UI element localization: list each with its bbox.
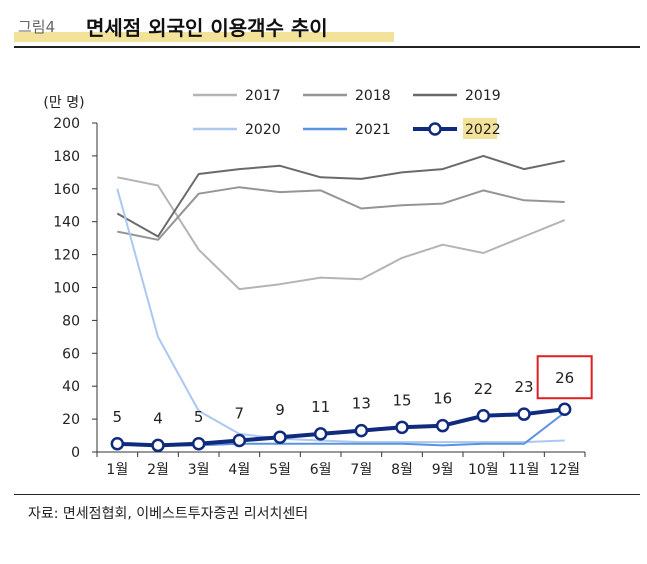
legend-label-2019: 2019 [465, 88, 501, 104]
x-tick-label: 1월 [106, 462, 128, 478]
data-label: 11 [311, 398, 330, 416]
x-tick-label: 4월 [228, 462, 250, 478]
legend-label-2017: 2017 [245, 88, 281, 104]
data-point-2022 [354, 423, 369, 438]
legend-highlight-2022 [463, 118, 497, 139]
x-tick-label: 7월 [350, 462, 372, 478]
x-tick-label: 10월 [468, 462, 499, 478]
series-line-2017 [117, 176, 566, 291]
x-tick-label: 3월 [188, 462, 210, 478]
data-point-2022 [476, 409, 491, 423]
legend-marker-2022 [428, 122, 442, 136]
figure-title: 면세점 외국인 이용객수 추이 [86, 16, 328, 40]
y-tick-label: 200 [53, 116, 80, 132]
data-label: 23 [514, 378, 533, 396]
data-point-2022 [395, 420, 409, 435]
data-label: 4 [153, 409, 163, 427]
y-tick-label: 20 [62, 412, 80, 428]
series-lines [110, 154, 572, 453]
series-line-2018 [117, 186, 565, 241]
x-axis: 1월 2월 3월 4월 5월 6월 7월 8월 9월 10월 11월 12월 [96, 451, 586, 478]
legend-label-2022: 2022 [465, 122, 501, 138]
y-tick-label: 160 [53, 182, 80, 198]
x-tick-label: 11월 [509, 462, 540, 478]
x-tick-label: 8월 [391, 462, 413, 478]
figure-label: 그림4 [18, 18, 56, 36]
y-tick-label: 80 [62, 313, 80, 329]
legend: 2017 2018 2019 2020 2021 2022 [193, 88, 501, 139]
data-labels: 5 4 5 7 9 11 13 15 16 22 23 26 [113, 355, 593, 427]
y-tick-label: 100 [53, 281, 80, 297]
data-point-2022 [151, 438, 165, 453]
x-tick-label: 5월 [269, 462, 291, 478]
data-point-2022 [517, 407, 531, 421]
x-tick-label: 2월 [147, 462, 169, 478]
y-tick-label: 0 [71, 445, 80, 461]
bottom-rule [14, 494, 640, 495]
top-rule [14, 46, 640, 48]
data-point-2022 [191, 437, 206, 451]
data-label: 5 [113, 408, 123, 426]
y-tick-label: 180 [53, 149, 80, 165]
data-point-2022 [435, 418, 450, 433]
legend-label-2020: 2020 [245, 122, 281, 138]
y-tick-label: 140 [53, 215, 80, 231]
x-tick-label: 9월 [432, 462, 454, 478]
figure-header: 그림4 면세점 외국인 이용객수 추이 [14, 10, 394, 44]
legend-label-2018: 2018 [355, 88, 391, 104]
data-label: 16 [433, 390, 452, 408]
data-label: 26 [555, 369, 574, 387]
data-point-2022 [232, 433, 247, 448]
series-line-2019 [116, 154, 565, 238]
y-tick-label: 60 [62, 346, 80, 362]
legend-label-2021: 2021 [355, 122, 391, 138]
source-note: 자료: 면세점협회, 이베스트투자증권 리서치센터 [28, 506, 309, 522]
data-label: 22 [474, 380, 493, 398]
data-label: 9 [275, 401, 285, 419]
y-axis: 0 20 40 60 80 100 120 140 160 180 200 [53, 116, 98, 461]
series-line-2020 [116, 188, 565, 444]
data-point-2022 [557, 402, 572, 416]
data-label: 5 [194, 408, 204, 426]
series-line-2022 [117, 407, 565, 448]
x-tick-label: 12월 [549, 462, 580, 478]
x-tick-label: 6월 [310, 462, 332, 478]
data-label: 13 [352, 395, 371, 413]
y-tick-label: 40 [62, 379, 80, 395]
data-label: 7 [235, 404, 245, 422]
y-tick-label: 120 [53, 248, 80, 264]
data-point-2022 [313, 427, 328, 441]
y-axis-label: (만 명) [43, 95, 84, 111]
data-point-2022 [110, 437, 125, 451]
data-point-2022 [273, 430, 287, 444]
title-highlight [14, 32, 394, 42]
data-label: 15 [392, 391, 411, 409]
highlight-box [536, 355, 593, 400]
